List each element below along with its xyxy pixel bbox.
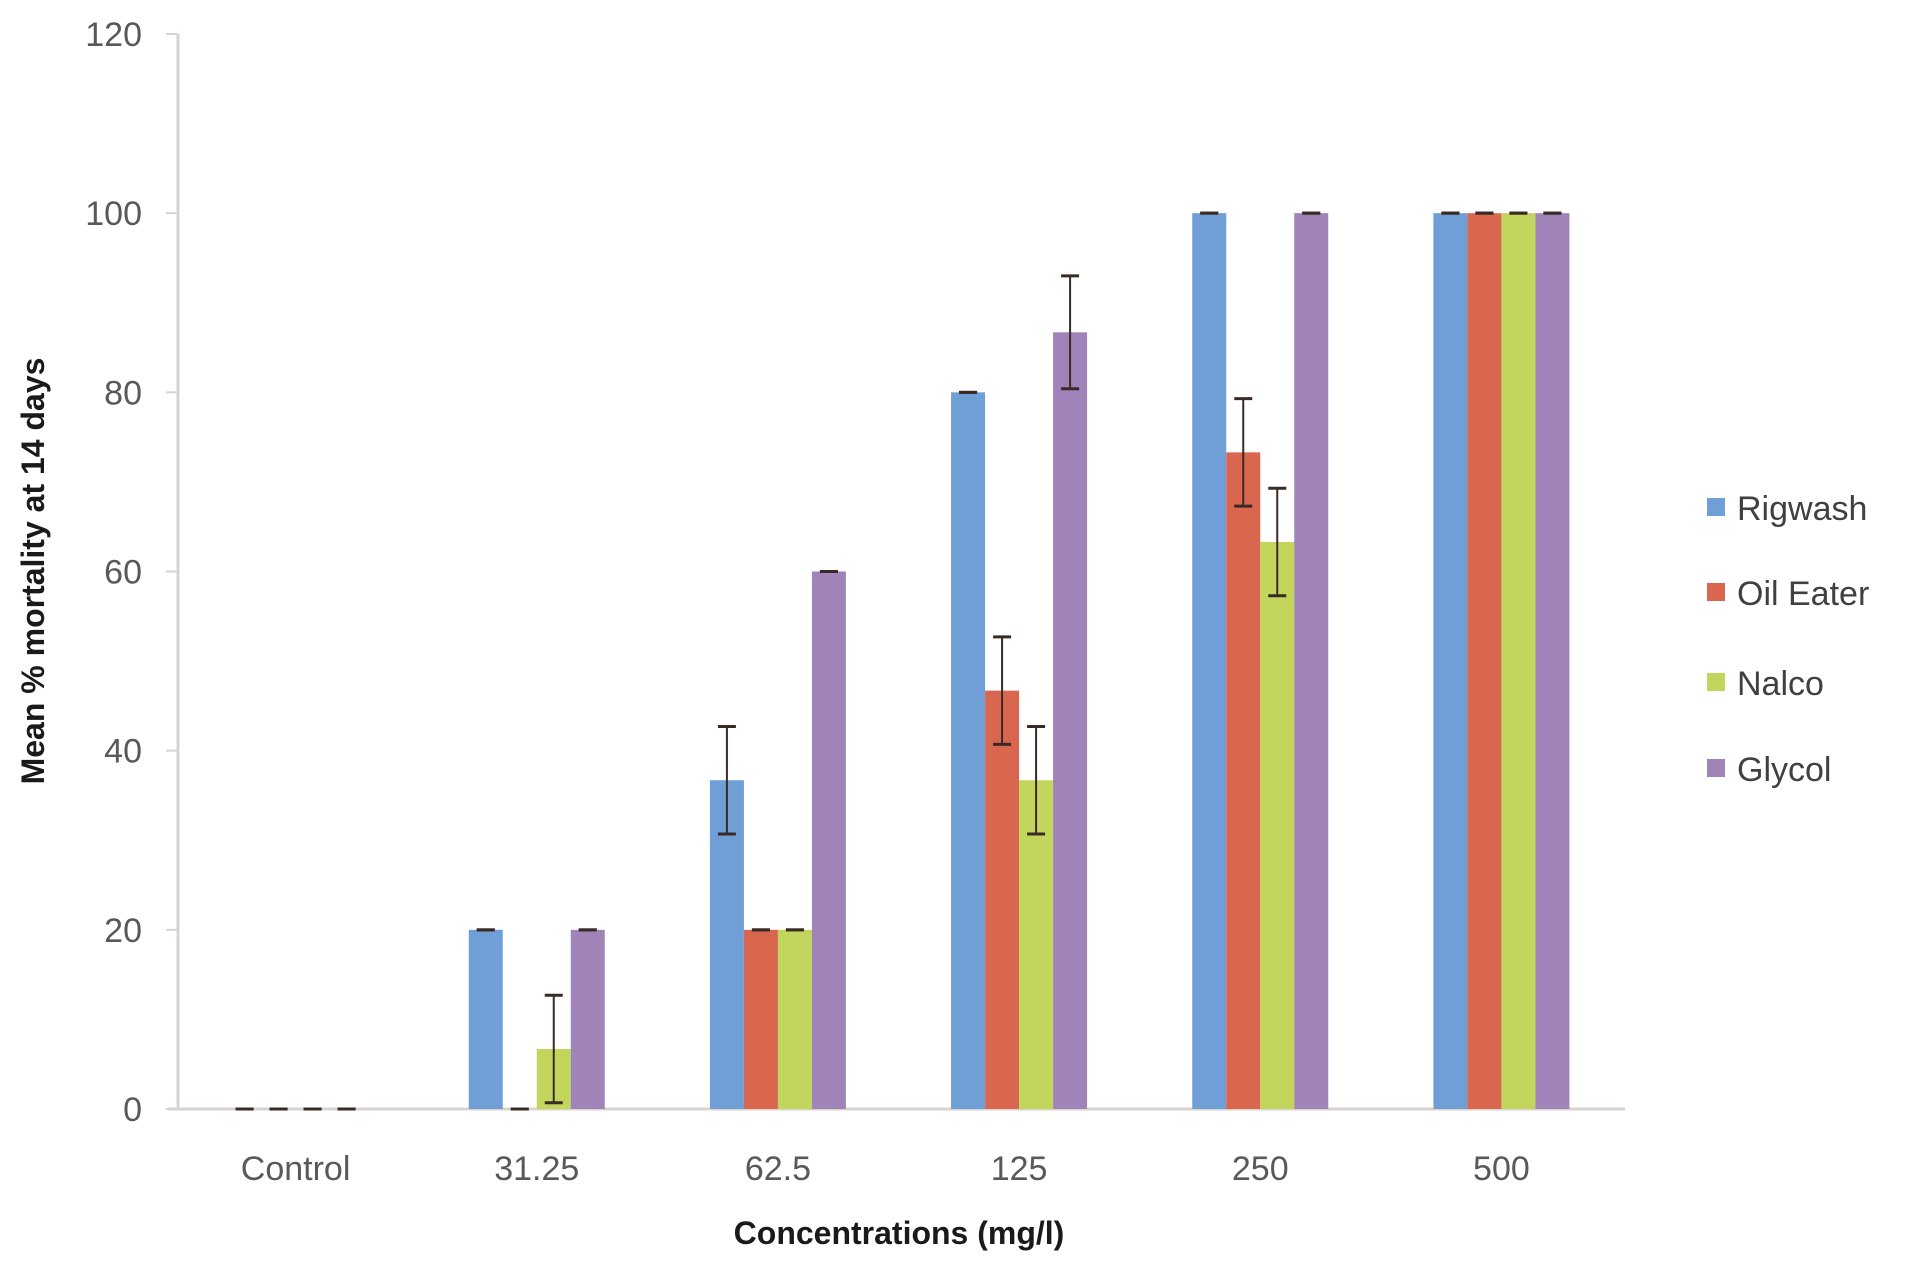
- bar-oil-eater: [1226, 452, 1261, 1110]
- error-bar: [1061, 274, 1080, 391]
- bar-glycol: [811, 571, 846, 1109]
- y-tick-label: 40: [104, 733, 142, 771]
- bar-glycol: [570, 929, 605, 1109]
- bar-rigwash: [468, 929, 503, 1109]
- bars: [468, 213, 1570, 1110]
- bar-oil-eater: [985, 690, 1020, 1109]
- legend-item: Nalco: [1707, 665, 1824, 703]
- error-bar: [1268, 486, 1287, 598]
- x-tick-label: 31.25: [494, 1150, 579, 1188]
- legend: Rigwash Oil Eater Nalco Glycol: [1707, 490, 1869, 789]
- legend-swatch: [1707, 759, 1725, 777]
- bar-glycol: [1053, 332, 1088, 1109]
- bar-rigwash: [1192, 213, 1227, 1109]
- x-tick-label: 250: [1232, 1150, 1289, 1188]
- bar-nalco: [1260, 541, 1295, 1109]
- x-axis-title: Concentrations (mg/l): [734, 1215, 1065, 1251]
- bar-rigwash: [1433, 213, 1468, 1109]
- y-tick-label: 20: [104, 912, 142, 950]
- legend-item: Glycol: [1707, 751, 1831, 789]
- y-tick-label: 100: [85, 195, 142, 233]
- error-bars: [235, 211, 1562, 1111]
- bar-oil-eater: [1467, 213, 1502, 1109]
- y-axis-title: Mean % mortality at 14 days: [15, 358, 51, 785]
- y-tick-label: 60: [104, 554, 142, 592]
- bar-nalco: [1501, 213, 1536, 1109]
- error-bar: [717, 724, 736, 836]
- legend-swatch: [1707, 583, 1725, 601]
- y-tick-label: 80: [104, 374, 142, 412]
- legend-label: Oil Eater: [1737, 575, 1869, 613]
- x-tick-label: 500: [1473, 1150, 1530, 1188]
- y-tick-label: 0: [123, 1091, 142, 1129]
- y-tick-label: 120: [85, 16, 142, 54]
- legend-item: Rigwash: [1707, 490, 1867, 528]
- x-tick-labels: Control 31.25 62.5 125 250 500: [241, 1150, 1530, 1188]
- y-tick-labels: 0 20 40 60 80 100 120: [85, 16, 142, 1129]
- legend-item: Oil Eater: [1707, 575, 1869, 613]
- bar-glycol: [1535, 213, 1570, 1109]
- x-tick-label: 62.5: [745, 1150, 811, 1188]
- bar-rigwash: [951, 392, 986, 1109]
- legend-label: Glycol: [1737, 751, 1831, 789]
- error-bar: [1027, 724, 1046, 836]
- legend-swatch: [1707, 673, 1725, 691]
- bar-glycol: [1294, 213, 1329, 1109]
- bar-oil-eater: [743, 929, 778, 1109]
- x-tick-label: 125: [991, 1150, 1048, 1188]
- error-bar: [1234, 397, 1253, 508]
- axes: [166, 33, 1625, 1111]
- x-tick-label: Control: [241, 1150, 351, 1188]
- legend-label: Nalco: [1737, 665, 1824, 703]
- error-bar: [993, 635, 1012, 746]
- bar-nalco: [777, 929, 812, 1109]
- legend-swatch: [1707, 498, 1725, 516]
- error-bar: [544, 993, 563, 1105]
- legend-label: Rigwash: [1737, 490, 1867, 528]
